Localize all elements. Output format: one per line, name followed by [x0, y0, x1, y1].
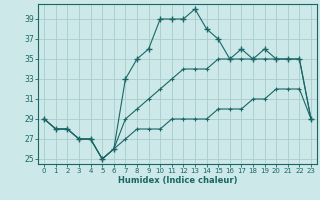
- X-axis label: Humidex (Indice chaleur): Humidex (Indice chaleur): [118, 176, 237, 185]
